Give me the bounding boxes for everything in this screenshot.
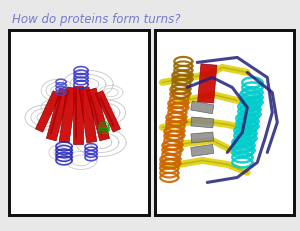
FancyBboxPatch shape [95, 91, 121, 132]
FancyBboxPatch shape [79, 87, 97, 143]
Text: How do proteins form turns?: How do proteins form turns? [12, 13, 181, 26]
FancyBboxPatch shape [46, 88, 70, 141]
FancyBboxPatch shape [191, 132, 214, 143]
FancyBboxPatch shape [191, 117, 214, 128]
FancyBboxPatch shape [198, 64, 217, 103]
FancyBboxPatch shape [99, 97, 115, 127]
FancyBboxPatch shape [50, 93, 62, 134]
FancyBboxPatch shape [86, 88, 110, 141]
FancyBboxPatch shape [73, 86, 83, 144]
Bar [9, 30, 148, 215]
Bar [154, 30, 294, 215]
FancyBboxPatch shape [35, 91, 61, 132]
Bar [154, 30, 294, 215]
Bar [9, 30, 148, 215]
FancyBboxPatch shape [191, 144, 214, 156]
FancyBboxPatch shape [90, 94, 102, 136]
FancyBboxPatch shape [59, 87, 77, 143]
FancyBboxPatch shape [191, 101, 214, 114]
FancyBboxPatch shape [75, 91, 77, 140]
